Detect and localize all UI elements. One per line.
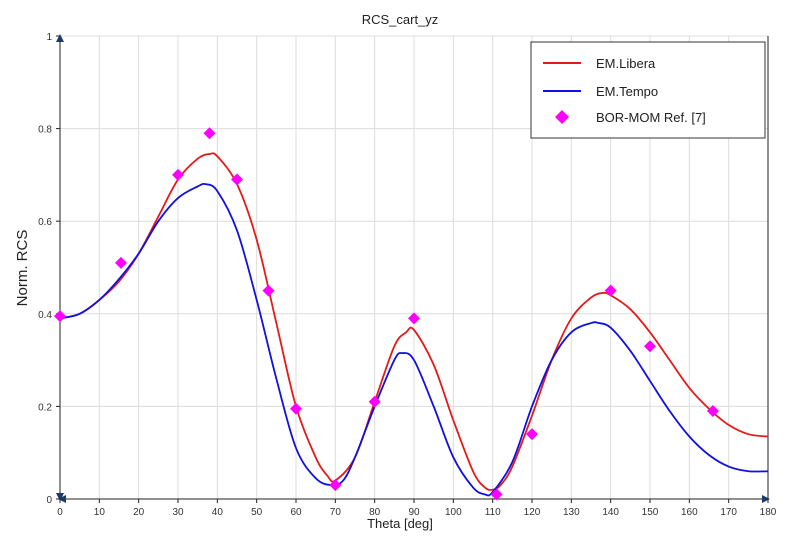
x-tick-label: 30 xyxy=(172,507,184,518)
series-line-em-tempo xyxy=(59,182,769,497)
x-tick-label: 80 xyxy=(369,507,381,518)
data-point-bor-mom-ref-7 xyxy=(490,488,503,501)
x-tick-label: 120 xyxy=(524,507,541,518)
x-tick-label: 110 xyxy=(485,507,501,518)
x-axis-label: Theta [deg] xyxy=(367,516,433,531)
data-point-bor-mom-ref-7 xyxy=(54,310,66,323)
y-axis-arrow-icon xyxy=(56,34,64,42)
legend-swatch-bor-mom xyxy=(555,110,569,124)
legend-label-bor-mom: BOR-MOM Ref. [7] xyxy=(596,110,706,125)
y-tick-label: 0.4 xyxy=(38,310,52,321)
legend-label-libera: EM.Libera xyxy=(596,56,656,71)
x-axis-arrow-icon xyxy=(762,495,770,503)
legend-label-tempo: EM.Tempo xyxy=(596,84,658,99)
data-point-bor-mom-ref-7 xyxy=(262,284,275,297)
x-tick-label: 0 xyxy=(57,507,63,518)
series xyxy=(54,127,769,501)
x-tick-label: 150 xyxy=(642,507,659,518)
x-tick-label: 170 xyxy=(720,507,737,518)
legend: EM.Libera EM.Tempo BOR-MOM Ref. [7] xyxy=(530,41,766,139)
x-tick-label: 60 xyxy=(290,507,302,518)
data-point-bor-mom-ref-7 xyxy=(368,395,381,408)
x-tick-label: 70 xyxy=(330,507,342,518)
data-point-bor-mom-ref-7 xyxy=(203,127,216,140)
data-point-bor-mom-ref-7 xyxy=(172,168,184,181)
data-point-bor-mom-ref-7 xyxy=(114,256,127,269)
y-tick-label: 0.8 xyxy=(38,125,52,136)
x-tick-label: 10 xyxy=(94,507,106,518)
x-tick-label: 140 xyxy=(602,507,619,518)
chart-title: RCS_cart_yz xyxy=(362,12,439,27)
x-tick-label: 100 xyxy=(445,507,462,518)
x-tick-label: 160 xyxy=(681,507,698,518)
data-point-bor-mom-ref-7 xyxy=(408,312,420,325)
y-ticks: 0 0.2 0.4 0.6 0.8 1 xyxy=(38,32,60,506)
x-ticks: 0 10 20 30 40 50 60 70 80 90 100 110 120 130 140 150 160… xyxy=(57,499,777,518)
y-axis-label: Norm. RCS xyxy=(14,230,31,307)
data-point-bor-mom-ref-7 xyxy=(644,340,656,353)
data-point-bor-mom-ref-7 xyxy=(329,479,342,492)
data-point-bor-mom-ref-7 xyxy=(290,402,302,415)
data-point-bor-mom-ref-7 xyxy=(604,284,617,297)
origin-left-arrow-icon xyxy=(58,495,66,503)
y-tick-label: 1 xyxy=(46,32,52,43)
data-point-bor-mom-ref-7 xyxy=(526,428,538,441)
x-tick-label: 180 xyxy=(760,507,777,518)
series-line-em-libera xyxy=(59,152,769,491)
origin-down-arrow-icon xyxy=(56,493,64,501)
y-tick-label: 0.2 xyxy=(38,402,52,413)
x-tick-label: 90 xyxy=(408,507,420,518)
y-tick-label: 0.6 xyxy=(38,217,52,228)
data-point-bor-mom-ref-7 xyxy=(231,173,243,186)
data-point-bor-mom-ref-7 xyxy=(706,405,719,418)
x-tick-label: 40 xyxy=(212,507,224,518)
x-tick-label: 50 xyxy=(251,507,263,518)
x-tick-label: 130 xyxy=(563,507,580,518)
y-tick-label: 0 xyxy=(46,495,52,506)
x-tick-label: 20 xyxy=(133,507,145,518)
